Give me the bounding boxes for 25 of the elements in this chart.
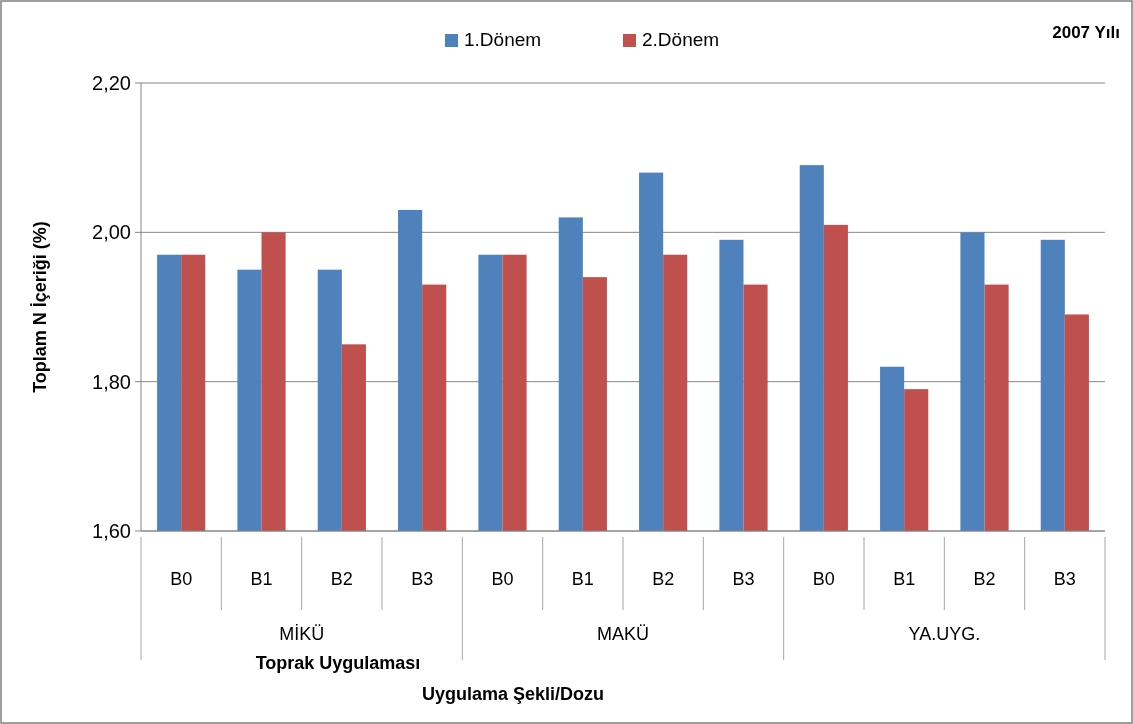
y-axis-title: Toplam N İçeriği (%) <box>30 221 50 393</box>
x-tick-label: B3 <box>732 569 755 589</box>
x-tick-label: B2 <box>652 569 675 589</box>
x-tick-label: B0 <box>170 569 193 589</box>
y-tick-label: 2,20 <box>92 72 131 94</box>
y-tick-label: 1,60 <box>92 520 131 542</box>
text: MAKÜ <box>596 624 650 644</box>
x-tick-label: B0 <box>491 569 514 589</box>
x-tick-label: B3 <box>411 569 434 589</box>
y-tick-label: 2,00 <box>92 221 131 244</box>
legend-label: 1.Dönem <box>464 29 542 50</box>
y-tick-label: 1,80 <box>92 370 131 393</box>
x-tick-label: B3 <box>1053 569 1076 589</box>
x-tick-label: B1 <box>250 569 273 589</box>
text: Toprak Uygulaması <box>255 653 421 673</box>
x-tick-label: B1 <box>571 569 594 589</box>
text: YA.UYG. <box>908 624 981 644</box>
legend-label: 2.Dönem <box>642 29 720 50</box>
x-tick-label: B2 <box>973 569 996 589</box>
chart-title: 2007 Yılı <box>1052 23 1120 42</box>
text: Uygulama Şekli/Dozu <box>421 684 605 704</box>
x-tick-label: B2 <box>330 569 353 589</box>
x-tick-label: B0 <box>812 569 835 589</box>
text: MİKÜ <box>279 624 325 644</box>
x-tick-label: B1 <box>893 569 916 589</box>
